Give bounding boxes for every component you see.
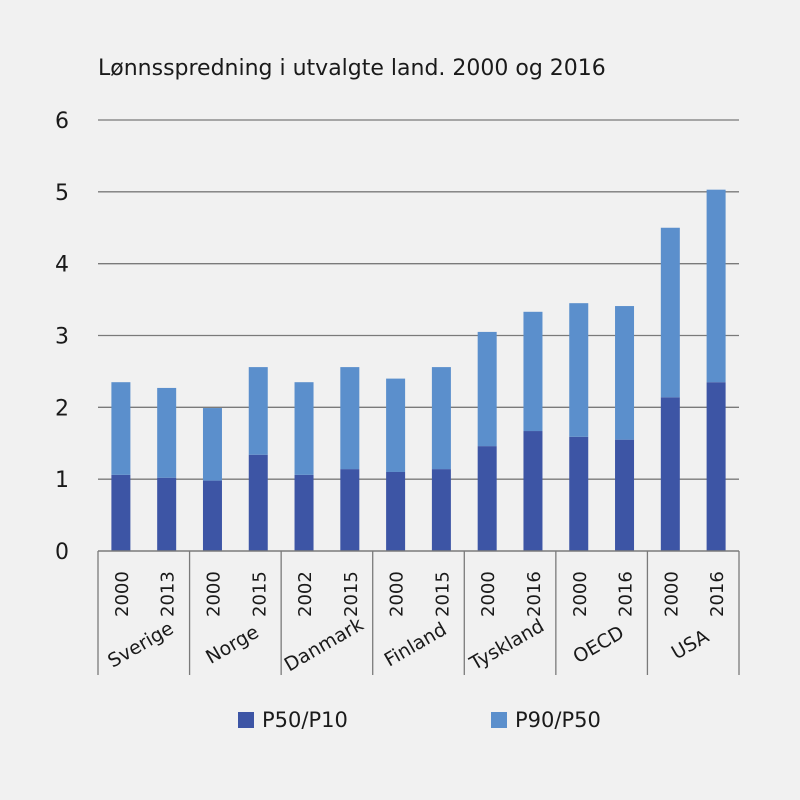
bar-p90-p50 xyxy=(111,382,131,475)
y-tick-label: 0 xyxy=(55,540,69,565)
bar-p50-p10 xyxy=(706,382,726,551)
x-tick-label-year: 2016 xyxy=(616,571,637,617)
x-tick-label-year: 2015 xyxy=(432,571,453,617)
bar-p50-p10 xyxy=(477,446,497,551)
x-tick-label-year: 2000 xyxy=(112,571,133,617)
legend-item-p90-p50: P90/P50 xyxy=(491,708,601,732)
bar-p50-p10 xyxy=(340,469,360,551)
x-group-label: Tyskland xyxy=(465,615,548,675)
bar-p90-p50 xyxy=(248,367,268,455)
x-group-label: Danmark xyxy=(281,613,368,676)
bar-p90-p50 xyxy=(569,303,589,437)
y-tick-label: 1 xyxy=(55,468,69,493)
bar-p50-p10 xyxy=(615,439,635,551)
x-group-label: OECD xyxy=(569,622,628,668)
x-tick-label-year: 2015 xyxy=(249,571,270,617)
x-tick-label-year: 2016 xyxy=(707,571,728,617)
bar-p50-p10 xyxy=(431,469,451,551)
y-tick-label: 5 xyxy=(55,181,69,206)
bar-p50-p10 xyxy=(202,480,222,551)
y-tick-label: 6 xyxy=(55,109,69,134)
legend-label-p50-p10: P50/P10 xyxy=(262,708,348,732)
x-tick-label-year: 2002 xyxy=(295,571,316,617)
legend-swatch-p90-p50 xyxy=(491,712,507,728)
bar-p90-p50 xyxy=(431,367,451,470)
x-group-label: Norge xyxy=(202,621,262,669)
bar-p50-p10 xyxy=(660,397,680,551)
bar-p90-p50 xyxy=(523,311,543,432)
x-group-label: Finland xyxy=(381,618,451,671)
bar-p90-p50 xyxy=(477,331,497,447)
x-tick-label-year: 2000 xyxy=(387,571,408,617)
x-tick-label-year: 2000 xyxy=(661,571,682,617)
x-tick-label-year: 2000 xyxy=(478,571,499,617)
bar-p90-p50 xyxy=(202,408,222,481)
bar-p50-p10 xyxy=(111,474,131,551)
x-tick-label-year: 2013 xyxy=(158,571,179,617)
x-group-label: Sverige xyxy=(104,617,177,672)
bar-p50-p10 xyxy=(386,471,406,551)
x-tick-label-year: 2016 xyxy=(524,571,545,617)
bar-p90-p50 xyxy=(294,382,314,475)
x-tick-label-year: 2015 xyxy=(341,571,362,617)
bar-p90-p50 xyxy=(386,378,406,472)
legend-swatch-p50-p10 xyxy=(238,712,254,728)
y-tick-label: 4 xyxy=(55,253,69,278)
bar-p90-p50 xyxy=(157,387,177,478)
bar-p50-p10 xyxy=(157,477,177,551)
bar-p90-p50 xyxy=(340,367,360,470)
bar-p90-p50 xyxy=(615,306,635,440)
bar-p50-p10 xyxy=(248,454,268,551)
bar-p90-p50 xyxy=(706,189,726,383)
legend-item-p50-p10: P50/P10 xyxy=(238,708,348,732)
legend-label-p90-p50: P90/P50 xyxy=(515,708,601,732)
y-tick-label: 2 xyxy=(55,396,69,421)
bar-p50-p10 xyxy=(523,431,543,551)
x-group-label: USA xyxy=(668,625,713,664)
chart-title: Lønnsspredning i utvalgte land. 2000 og … xyxy=(98,56,606,81)
bar-p90-p50 xyxy=(660,227,680,398)
bar-p50-p10 xyxy=(569,436,589,551)
x-tick-label-year: 2000 xyxy=(203,571,224,617)
x-tick-label-year: 2000 xyxy=(570,571,591,617)
bar-p50-p10 xyxy=(294,474,314,551)
y-tick-label: 3 xyxy=(55,325,69,350)
